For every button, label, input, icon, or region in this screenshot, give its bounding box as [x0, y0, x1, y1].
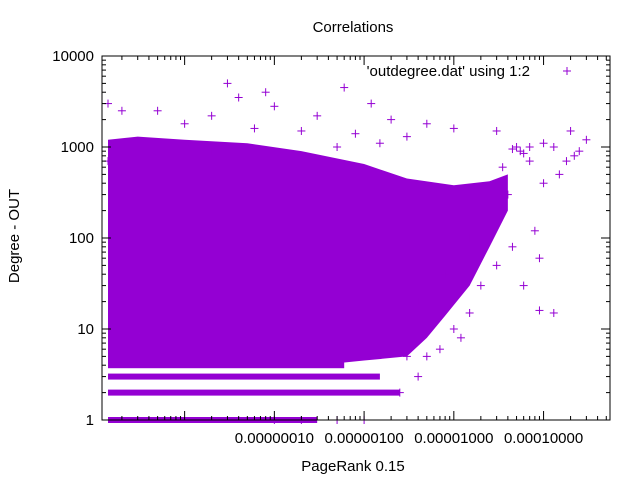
legend-marker [563, 67, 571, 75]
data-point [351, 129, 360, 138]
data-point [375, 139, 384, 148]
data-point [492, 126, 501, 135]
data-point [525, 143, 534, 151]
data-point [512, 143, 521, 151]
data-point [555, 170, 564, 179]
data-point [516, 147, 525, 156]
data-point [422, 119, 431, 128]
data-point [250, 124, 259, 133]
x-axis-label: PageRank 0.15 [301, 458, 404, 475]
data-point [449, 124, 458, 133]
y-tick-label: 1000 [61, 139, 94, 156]
data-point [508, 145, 517, 154]
data-point [395, 388, 404, 397]
data-point [414, 372, 423, 381]
data-point [234, 93, 243, 102]
data-point [340, 83, 349, 92]
legend: 'outdegree.dat' using 1:2 [367, 63, 571, 80]
data-points [104, 79, 591, 424]
data-point [535, 254, 544, 263]
data-point [297, 126, 306, 135]
data-point [575, 147, 584, 156]
data-point [153, 106, 162, 115]
data-point [535, 306, 544, 315]
data-point [476, 281, 485, 290]
y-tick-label: 10000 [52, 48, 94, 65]
data-point [549, 143, 558, 151]
data-point [435, 345, 444, 354]
x-tick-label: 0.00000010 [235, 430, 314, 447]
data-point [207, 111, 216, 120]
x-tick-label: 0.00001000 [414, 430, 493, 447]
data-point [465, 308, 474, 317]
data-point [566, 126, 575, 135]
legend-marker-symbol [563, 67, 571, 75]
y-tick-label: 100 [69, 230, 94, 247]
data-point [465, 234, 474, 242]
y-axis-label: Degree - OUT [6, 189, 23, 283]
data-point [414, 297, 423, 306]
data-point [456, 333, 465, 342]
x-tick-label: 0.00010000 [504, 430, 583, 447]
data-point [570, 151, 579, 160]
data-point [422, 352, 431, 361]
data-point [261, 88, 270, 97]
data-point [313, 111, 322, 120]
data-point [441, 270, 450, 279]
data-point [270, 102, 279, 111]
x-axis-ticks: 0.00000010 0.00000100 0.00001000 0.00010000 [121, 56, 607, 447]
degree-band [108, 389, 400, 396]
degree-band [108, 362, 345, 369]
data-point [562, 157, 571, 166]
data-point [503, 190, 512, 199]
legend-label: 'outdegree.dat' using 1:2 [367, 63, 530, 80]
data-point [582, 135, 591, 144]
data-point [492, 261, 501, 270]
dense-point-cloud [108, 136, 508, 423]
data-point [207, 147, 216, 156]
data-point [402, 352, 411, 361]
data-point [549, 308, 558, 317]
data-point [180, 119, 189, 128]
data-point [530, 226, 539, 235]
data-point [449, 325, 458, 333]
data-point [333, 143, 342, 151]
y-tick-label: 1 [86, 412, 94, 429]
y-axis-ticks: 1 10 100 1000 10000 [52, 48, 610, 429]
data-point [525, 157, 534, 166]
data-point [387, 115, 396, 124]
data-point [367, 99, 376, 108]
data-point [519, 149, 528, 158]
chart-title: Correlations [313, 19, 394, 36]
data-point [485, 206, 494, 215]
data-point [539, 179, 548, 188]
data-point [539, 139, 548, 148]
data-point [519, 281, 528, 290]
data-point [402, 132, 411, 141]
data-point [508, 242, 517, 251]
x-tick-label: 0.00000100 [324, 430, 403, 447]
degree-band [108, 373, 380, 380]
dense-cloud-fill [108, 136, 508, 420]
data-point [498, 163, 507, 172]
y-tick-label: 10 [77, 321, 94, 338]
data-point [223, 79, 232, 88]
data-point [117, 106, 126, 115]
